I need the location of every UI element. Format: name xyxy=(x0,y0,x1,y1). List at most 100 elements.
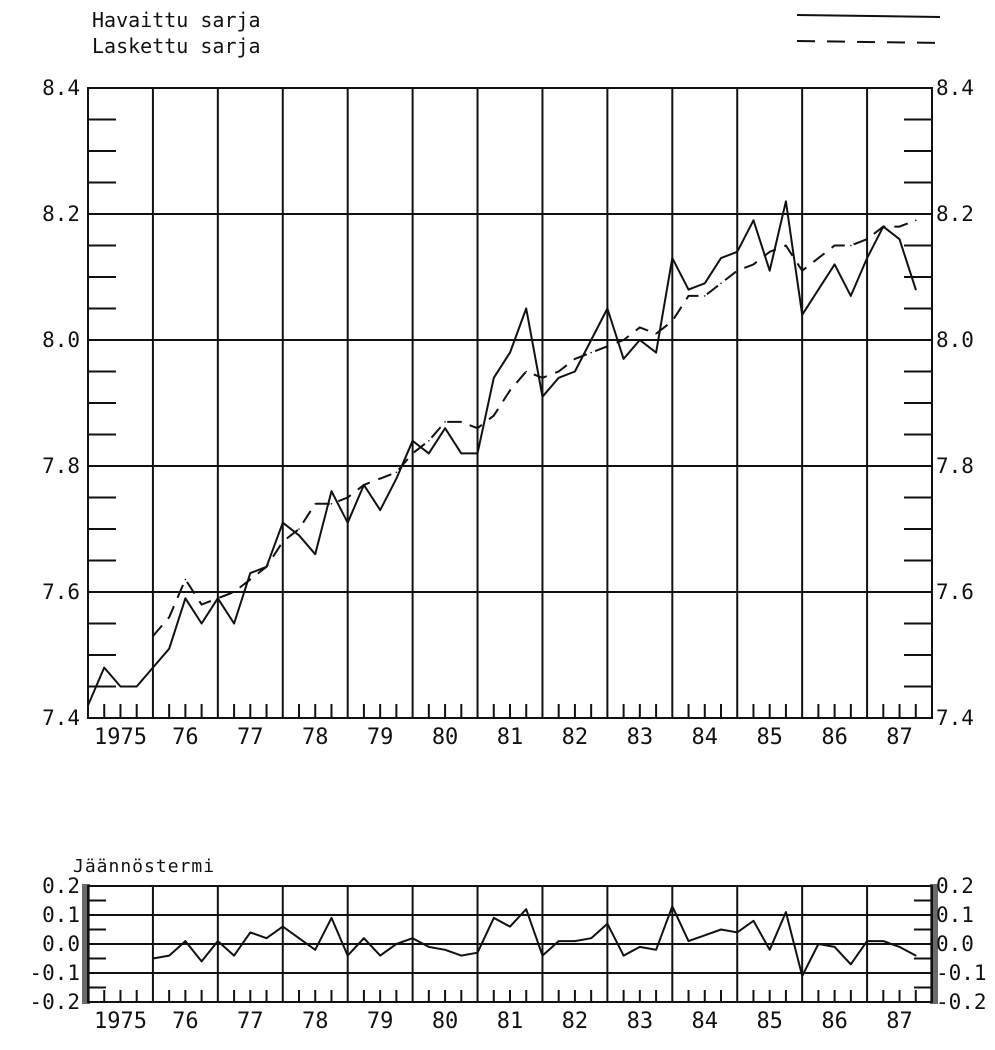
main-series-2-point xyxy=(541,377,544,379)
resid-series-1-point xyxy=(882,940,885,942)
resid-y-tick-label-left: -0.2 xyxy=(29,990,80,1014)
resid-series-1-point xyxy=(492,917,495,919)
main-series-1-point xyxy=(476,452,479,455)
main-series-1-point xyxy=(233,622,235,625)
main-series-line-2 xyxy=(152,219,917,637)
main-y-tick-label-right: 8.4 xyxy=(936,76,974,100)
main-series-2-point xyxy=(184,578,187,581)
main-series-2-point xyxy=(687,295,690,297)
main-series-1-point xyxy=(411,440,414,442)
resid-series-1-point xyxy=(606,922,609,925)
resid-series-1-point xyxy=(541,954,544,957)
resid-series-1-point xyxy=(363,937,365,939)
resid-series-1-point xyxy=(346,954,349,957)
main-x-tick-label: 84 xyxy=(692,725,719,750)
resid-x-tick-label: 82 xyxy=(562,1009,589,1034)
resid-x-tick-label: 80 xyxy=(432,1009,459,1034)
main-series-1-point xyxy=(168,647,170,650)
main-y-tick-label-left: 7.8 xyxy=(42,454,80,478)
resid-series-1-point xyxy=(200,960,203,963)
main-series-1-point xyxy=(314,553,317,555)
resid-series-1-point xyxy=(444,949,446,951)
main-series-2-point xyxy=(379,477,381,480)
legend-line-2 xyxy=(796,40,941,44)
resid-x-tick-label: 83 xyxy=(627,1009,654,1034)
main-series-1-point xyxy=(736,251,739,253)
main-series-1-point xyxy=(833,263,836,266)
main-series-2-point xyxy=(509,389,511,392)
main-series-1-point xyxy=(785,200,787,203)
main-series-2-point xyxy=(492,414,495,417)
resid-y-tick-label-right: -0.2 xyxy=(936,990,987,1014)
resid-x-tick-label: 76 xyxy=(172,1009,199,1034)
main-series-2-point xyxy=(606,345,609,348)
resid-x-tick-label: 79 xyxy=(367,1009,394,1034)
resid-series-1-point xyxy=(249,931,252,934)
resid-series-1-point xyxy=(655,949,657,951)
resid-x-tick-label: 86 xyxy=(821,1009,848,1034)
resid-series-1-point xyxy=(395,943,398,945)
main-x-tick-label: 80 xyxy=(432,725,459,750)
main-series-1-point xyxy=(525,307,528,310)
main-series-2-point xyxy=(833,244,836,247)
main-series-2-point xyxy=(346,496,349,499)
main-y-tick-label-right: 7.6 xyxy=(936,580,974,604)
main-series-1-point xyxy=(850,295,852,297)
main-series-2-point xyxy=(298,528,300,530)
resid-y-tick-label-right: -0.1 xyxy=(936,961,987,985)
main-x-tick-label: 78 xyxy=(302,725,329,750)
resid-series-1-point xyxy=(525,908,528,910)
main-series-1-point xyxy=(801,314,803,316)
main-series-1-point xyxy=(703,282,706,285)
main-series-1-point xyxy=(574,370,576,373)
main-series-1-point xyxy=(249,572,252,574)
main-series-2-point xyxy=(428,440,430,442)
resid-series-1-point xyxy=(866,940,868,942)
main-series-2-point xyxy=(411,452,414,455)
resid-y-tick-label-right: 0.2 xyxy=(936,874,974,898)
resid-title: Jäännöstermi xyxy=(73,856,215,877)
resid-series-1-point xyxy=(184,940,187,942)
resid-series-1-point xyxy=(460,954,463,957)
main-series-1-point xyxy=(687,288,690,291)
main-series-2-point xyxy=(168,616,170,618)
resid-series-1-point xyxy=(898,946,901,948)
main-series-2-point xyxy=(703,295,706,297)
main-series-2-point xyxy=(914,219,917,222)
resid-x-tick-label: 1975 xyxy=(94,1009,147,1034)
main-series-2-point xyxy=(460,421,463,423)
resid-left-edge-strip xyxy=(82,884,90,1004)
main-series-1-point xyxy=(541,395,544,398)
main-series-1-point xyxy=(655,351,657,354)
main-series-2-point xyxy=(590,351,592,354)
resid-series-1-point xyxy=(768,949,771,951)
resid-series-1-point xyxy=(590,937,592,939)
main-series-1-point xyxy=(639,339,641,341)
resid-series-1-point xyxy=(281,925,284,928)
resid-y-tick-label-left: 0.0 xyxy=(42,932,80,956)
resid-series-1-point xyxy=(298,937,300,939)
legend-line-1 xyxy=(796,14,941,18)
main-x-tick-label: 1975 xyxy=(94,725,147,750)
resid-series-1-point xyxy=(720,928,722,931)
resid-series-1-point xyxy=(265,937,268,939)
main-series-1-point xyxy=(671,257,674,259)
main-series-2-point xyxy=(444,421,446,423)
main-series-1-point xyxy=(428,452,430,455)
main-series-1-point xyxy=(346,521,349,524)
main-series-1-point xyxy=(135,685,138,688)
main-series-2-point xyxy=(882,225,885,228)
main-series-1-point xyxy=(460,452,463,455)
main-x-tick-label: 82 xyxy=(562,725,589,750)
main-series-2-point xyxy=(785,244,787,247)
resid-series-1-point xyxy=(785,911,787,913)
main-series-1-point xyxy=(103,666,106,669)
resid-right-edge-strip xyxy=(930,884,938,1004)
main-x-tick-label: 87 xyxy=(886,725,913,750)
resid-series-1-point xyxy=(736,931,739,934)
resid-y-tick-label-left: -0.1 xyxy=(29,961,80,985)
resid-series-1-point xyxy=(639,946,641,948)
main-series-2-point xyxy=(817,257,820,259)
